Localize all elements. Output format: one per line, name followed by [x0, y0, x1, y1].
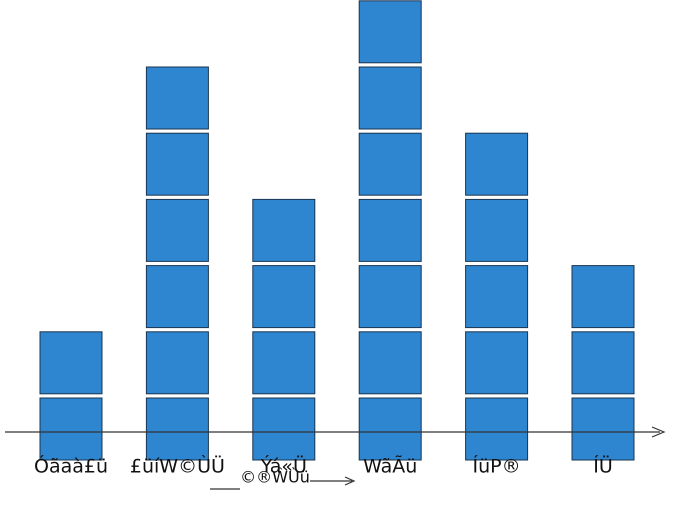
unit-square: [358, 397, 422, 461]
unit-square: [571, 265, 635, 329]
x-tick-label: WãÃü: [363, 455, 417, 478]
unit-square: [39, 331, 103, 395]
x-tick-label: Ýá«Ü: [260, 455, 307, 478]
unit-square: [252, 397, 316, 461]
bar: [358, 0, 422, 461]
x-tick-label: £üíW©ÙÜ: [130, 454, 225, 478]
unit-square: [252, 331, 316, 395]
unit-square: [465, 265, 529, 329]
unit-square: [358, 331, 422, 395]
x-axis-arrow: [651, 426, 666, 438]
plot: [39, 0, 635, 461]
unit-square: [252, 198, 316, 262]
unit-square: [465, 397, 529, 461]
unit-square: [465, 331, 529, 395]
bar: [252, 198, 316, 461]
unit-square: [358, 132, 422, 196]
axis-arrow-head: [344, 476, 356, 486]
unit-square: [571, 331, 635, 395]
unit-square: [39, 397, 103, 461]
unit-square: [358, 66, 422, 130]
unit-square: [465, 198, 529, 262]
x-axis-title: ©®ŴÙü: [240, 468, 310, 487]
unit-square: [465, 132, 529, 196]
unit-square: [358, 265, 422, 329]
x-tick-label: Óãaà£ü: [34, 454, 108, 478]
unit-square: [571, 397, 635, 461]
bar: [465, 132, 529, 461]
unit-square: [252, 265, 316, 329]
unit-square: [145, 198, 209, 262]
unit-square: [145, 265, 209, 329]
unit-square: [358, 198, 422, 262]
x-tick-label: ÍüP®: [473, 455, 521, 478]
unit-square: [145, 66, 209, 130]
unit-square: [358, 0, 422, 64]
bar: [39, 331, 103, 461]
unit-square: [145, 132, 209, 196]
unit-square: [145, 397, 209, 461]
unit-square: [145, 331, 209, 395]
bar: [145, 66, 209, 461]
x-tick-label: ÍÜ: [593, 455, 613, 478]
bar: [571, 265, 635, 461]
